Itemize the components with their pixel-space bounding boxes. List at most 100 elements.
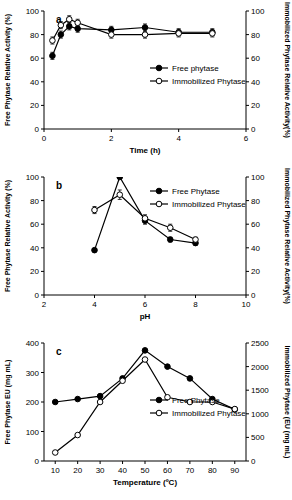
data-point [50, 38, 56, 44]
y2-axis-title: Immobilized Phytase (EU (mg mL) [283, 346, 291, 459]
error-bar [177, 30, 181, 37]
y2-tick [246, 200, 249, 201]
y-tick [41, 11, 44, 12]
x-tick [55, 461, 56, 464]
data-point [165, 364, 171, 370]
y2-tick [246, 34, 249, 35]
data-point [58, 32, 64, 38]
y2-tick [246, 437, 249, 438]
y2-tick-label: 20 [251, 101, 260, 110]
x-tick [178, 129, 179, 132]
data-point [117, 177, 123, 180]
y-tick-label: 60 [30, 54, 39, 63]
x-tick [145, 461, 146, 464]
y-tick-label: 100 [26, 428, 40, 437]
error-bar [143, 24, 147, 31]
x-tick-label: 4 [176, 134, 181, 143]
x-tick-label: 2 [42, 300, 47, 309]
y2-tick-label: 60 [251, 54, 260, 63]
y2-tick [246, 413, 249, 414]
y-tick-label: 40 [30, 78, 39, 87]
error-bar [50, 37, 54, 44]
y-axis-title: Free Phytase Relative Activity (%) [4, 14, 12, 126]
error-bar [194, 237, 198, 242]
x-tick [189, 461, 190, 464]
error-bar [109, 31, 113, 38]
panel-label: c [56, 346, 62, 357]
y2-axis-title: Immobilized Phytase Relative Activity(%) [283, 168, 291, 304]
x-axis-line [44, 129, 246, 130]
y2-tick [246, 247, 249, 248]
y-tick-label: 0 [35, 291, 40, 300]
y2-tick-label: 40 [251, 244, 260, 253]
y-tick-label: 20 [30, 267, 39, 276]
series-line [55, 360, 235, 453]
x-tick-label: 20 [73, 466, 82, 475]
y2-tick-label: 60 [251, 220, 260, 229]
x-tick [111, 129, 112, 132]
y-tick [41, 247, 44, 248]
data-point [167, 225, 173, 231]
panel: 0100200300400050010001500200025001020304… [4, 339, 291, 487]
data-point [97, 393, 103, 399]
y-tick-label: 400 [26, 339, 40, 348]
data-point [142, 25, 148, 31]
legend: Free phytaseImmobilized Phytase [150, 64, 246, 86]
legend-marker [156, 397, 162, 403]
x-tick [94, 295, 95, 298]
legend-label: Immobilized Phytase [172, 200, 246, 209]
y2-tick-label: 40 [251, 78, 260, 87]
x-tick-label: 70 [185, 466, 194, 475]
legend-marker [156, 78, 162, 84]
error-bar [143, 215, 147, 222]
y-tick [41, 200, 44, 201]
x-tick-label: 6 [143, 300, 148, 309]
y2-tick-label: 100 [251, 7, 265, 16]
y2-tick [246, 343, 249, 344]
error-bar [59, 31, 63, 38]
y-tick [41, 81, 44, 82]
x-tick [234, 461, 235, 464]
x-axis-title: pH [140, 312, 151, 321]
y2-tick [246, 105, 249, 106]
x-tick [246, 295, 247, 298]
error-bar [67, 23, 71, 30]
error-bar [210, 30, 214, 37]
data-point [165, 394, 171, 400]
data-point [210, 31, 216, 37]
y2-tick-label: 0 [251, 457, 256, 466]
y-axis-line [44, 177, 45, 295]
legend-label: Immobilized Phytase [172, 77, 246, 86]
data-point [52, 399, 58, 405]
data-point [75, 396, 81, 402]
error-bar [168, 237, 172, 242]
y-tick [41, 105, 44, 106]
x-tick [100, 461, 101, 464]
x-tick [167, 461, 168, 464]
y2-axis-line [246, 11, 247, 129]
x-tick-label: 90 [230, 466, 239, 475]
legend: Free Phytase Immobilized Phytase [150, 187, 246, 209]
x-tick-label: 8 [193, 300, 198, 309]
x-tick [122, 461, 123, 464]
data-point [97, 399, 103, 405]
x-axis-title: Time (h) [130, 146, 161, 155]
x-tick [77, 461, 78, 464]
y2-tick [246, 366, 249, 367]
y-tick-label: 80 [30, 31, 39, 40]
legend-marker [156, 410, 162, 416]
plot-area [52, 348, 237, 456]
y-tick-label: 100 [26, 173, 40, 182]
data-point [176, 31, 182, 37]
y-axis-title: Free Phytase Relative Activity (%) [4, 180, 12, 292]
y2-tick-label: 1500 [251, 386, 269, 395]
y-tick [41, 461, 44, 462]
y-tick-label: 80 [30, 197, 39, 206]
y-tick [41, 402, 44, 403]
y2-tick [246, 177, 249, 178]
y2-tick-label: 2000 [251, 363, 269, 372]
y-tick-label: 20 [30, 101, 39, 110]
series-line [55, 350, 235, 409]
legend-label: Free Phytase [172, 187, 220, 196]
y2-axis-line [246, 343, 247, 461]
